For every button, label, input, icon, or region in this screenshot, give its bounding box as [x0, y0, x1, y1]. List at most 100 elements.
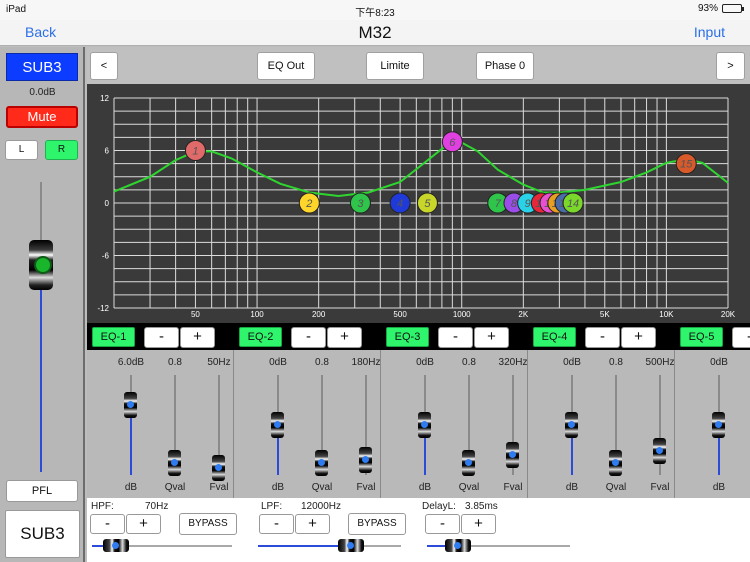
- battery-indicator: 93%: [698, 3, 744, 14]
- delay-slider-knob[interactable]: [444, 539, 471, 552]
- eq-graph[interactable]: 12 6 0 -6 -12 50 100 200 500 1000 2K 5K 10K 20K 1 2 3 4 5 6…: [87, 84, 750, 323]
- delay-slider[interactable]: [427, 539, 570, 552]
- eq-q-knob[interactable]: [315, 450, 328, 476]
- eq-q-value: 0.8: [462, 357, 476, 368]
- eq-point-15[interactable]: 15: [675, 153, 697, 175]
- eq-band-label[interactable]: EQ-3: [386, 327, 429, 347]
- pfl-button[interactable]: PFL: [6, 480, 78, 502]
- eq-band: EQ-2- +0dB dB 0.8 Qval 180Hz Fval: [234, 323, 381, 498]
- eq-point-2[interactable]: 2: [298, 192, 320, 214]
- eq-point-marker[interactable]: [298, 192, 320, 214]
- eq-minus-button[interactable]: -: [291, 327, 326, 348]
- eq-band-label[interactable]: EQ-4: [533, 327, 576, 347]
- eq-band-label[interactable]: EQ-2: [239, 327, 282, 347]
- mute-button[interactable]: Mute: [6, 106, 78, 128]
- eq-freq-knob[interactable]: [212, 455, 225, 481]
- eq-minus-button[interactable]: -: [732, 327, 750, 348]
- eq-q-label: Qva: [741, 482, 750, 493]
- eq-minus-button[interactable]: -: [585, 327, 620, 348]
- limite-button[interactable]: Limite: [366, 52, 424, 80]
- eq-plus-button[interactable]: +: [180, 327, 215, 348]
- channel-name-button[interactable]: SUB3: [6, 53, 78, 81]
- prev-button[interactable]: <: [90, 52, 118, 80]
- x-tick-label: 50: [191, 310, 200, 319]
- eq-q-slider[interactable]: [174, 375, 176, 475]
- eq-db-knob[interactable]: [271, 412, 284, 438]
- eq-plus-button[interactable]: +: [621, 327, 656, 348]
- eq-freq-value: 500Hz: [645, 357, 675, 368]
- phase-button[interactable]: Phase 0: [476, 52, 534, 80]
- eq-point-14[interactable]: 14: [562, 192, 584, 214]
- eq-point-5[interactable]: 5: [416, 192, 438, 214]
- eq-freq-knob[interactable]: [506, 442, 519, 468]
- eq-q-knob[interactable]: [462, 450, 475, 476]
- right-button[interactable]: R: [45, 140, 78, 160]
- delay-plus-button[interactable]: +: [461, 514, 496, 534]
- eq-point-marker[interactable]: [416, 192, 438, 214]
- eq-point-marker[interactable]: [349, 192, 371, 214]
- eq-q-slider[interactable]: [321, 375, 323, 475]
- eq-q-knob[interactable]: [168, 450, 181, 476]
- eq-q-knob[interactable]: [609, 450, 622, 476]
- eq-point-label: 2: [305, 198, 312, 210]
- hpf-minus-button[interactable]: -: [90, 514, 125, 534]
- lpf-bypass-button[interactable]: BYPASS: [348, 513, 406, 535]
- eq-db-knob[interactable]: [712, 412, 725, 438]
- eq-freq-slider[interactable]: [365, 375, 367, 475]
- status-bar: iPad 下午8:23 93%: [0, 0, 750, 20]
- eq-q-value: 0.8: [168, 357, 182, 368]
- x-tick-label: 100: [250, 310, 264, 319]
- main-fader-knob[interactable]: [29, 240, 53, 290]
- eq-freq-label: Fval: [503, 482, 523, 493]
- hpf-bypass-button[interactable]: BYPASS: [179, 513, 237, 535]
- eq-minus-button[interactable]: -: [144, 327, 179, 348]
- eq-point-label: 15: [680, 159, 693, 171]
- eq-point-6[interactable]: 6: [441, 131, 463, 153]
- eq-band: EQ-5-+ 0dB dB 0.8 Qva: [675, 323, 750, 498]
- main-fader-track[interactable]: [40, 182, 42, 472]
- eq-freq-slider[interactable]: [659, 375, 661, 475]
- eq-plus-button[interactable]: +: [474, 327, 509, 348]
- eq-point-marker[interactable]: [389, 192, 411, 214]
- eq-band-header: EQ-5-+: [675, 323, 750, 350]
- eq-point-3[interactable]: 3: [349, 192, 371, 214]
- lpf-plus-button[interactable]: +: [295, 514, 330, 534]
- eq-db-knob[interactable]: [124, 392, 137, 418]
- eq-q-value: 0.8: [315, 357, 329, 368]
- eq-out-button[interactable]: EQ Out: [257, 52, 315, 80]
- hpf-slider[interactable]: [92, 539, 232, 552]
- eq-db-knob[interactable]: [565, 412, 578, 438]
- eq-band-label[interactable]: EQ-5: [680, 327, 723, 347]
- hpf-plus-button[interactable]: +: [126, 514, 161, 534]
- eq-freq-slider[interactable]: [512, 375, 514, 475]
- lpf-slider[interactable]: [258, 539, 401, 552]
- eq-point-label: 5: [424, 198, 431, 210]
- left-button[interactable]: L: [5, 140, 38, 160]
- eq-plus-button[interactable]: +: [327, 327, 362, 348]
- eq-point-marker[interactable]: [562, 192, 584, 214]
- eq-minus-button[interactable]: -: [438, 327, 473, 348]
- eq-db-knob[interactable]: [418, 412, 431, 438]
- next-button[interactable]: >: [716, 52, 745, 80]
- eq-q-slider[interactable]: [615, 375, 617, 475]
- eq-point-1[interactable]: 1: [184, 140, 206, 161]
- eq-band-label[interactable]: EQ-1: [92, 327, 135, 347]
- eq-point-4[interactable]: 4: [389, 192, 411, 214]
- eq-point-marker[interactable]: [675, 153, 697, 175]
- input-button[interactable]: Input: [693, 24, 725, 40]
- eq-freq-slider[interactable]: [218, 375, 220, 475]
- delay-minus-button[interactable]: -: [425, 514, 460, 534]
- eq-freq-knob[interactable]: [653, 438, 666, 464]
- eq-point-marker[interactable]: [184, 140, 206, 161]
- eq-q-value: 0.8: [609, 357, 623, 368]
- eq-point-7[interactable]: 7: [487, 192, 509, 214]
- lpf-minus-button[interactable]: -: [259, 514, 294, 534]
- eq-q-slider[interactable]: [468, 375, 470, 475]
- eq-freq-knob[interactable]: [359, 447, 372, 473]
- eq-toolbar: < EQ Out Limite Phase 0 >: [87, 47, 750, 84]
- lpf-slider-knob[interactable]: [337, 539, 364, 552]
- hpf-slider-knob[interactable]: [103, 539, 130, 552]
- back-button[interactable]: Back: [25, 24, 57, 40]
- eq-band: EQ-1- +6.0dB dB 0.8 Qval 50Hz Fval: [87, 323, 234, 498]
- eq-point-marker[interactable]: [441, 131, 463, 153]
